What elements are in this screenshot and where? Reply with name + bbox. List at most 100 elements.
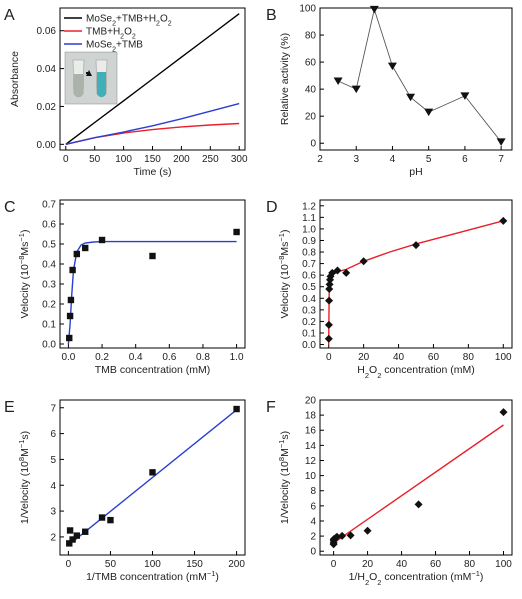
y-tick-label: 0.06 [37,26,57,37]
y-tick-label: 14 [305,441,317,452]
x-tick-label: 150 [186,559,203,570]
y-tick-label: 4 [310,516,316,527]
data-point [66,334,73,342]
data-point [338,531,347,540]
y-tick-label: 100 [299,4,316,15]
data-point [346,531,355,540]
x-axis-label: 1/H2O2 concentration (mM−1) [349,569,484,587]
data-point [363,526,372,535]
x-tick-label: 5 [426,154,432,165]
x-tick-label: 80 [463,352,475,363]
y-tick-label: 0.0 [302,340,316,351]
y-tick-label: 0.6 [302,271,316,282]
series-line [65,102,240,145]
y-tick-label: 40 [305,85,317,96]
x-tick-label: 20 [362,559,374,570]
x-tick-label: 40 [396,559,408,570]
y-tick-label: 0.4 [42,260,56,271]
data-point [325,296,334,305]
panel-a: A 0 50 100 150 200 250 300 0.00 0.02 0.04 0.06 Time … [4,7,248,178]
panel-d: D 0 20 40 60 80 100 0.00.10.20.30.40.50.60.70.8… [266,199,513,380]
y-tick-label: 8 [310,486,316,497]
fit-line [328,220,504,345]
y-tick-label: 1.0 [302,224,316,235]
data-point [324,334,333,343]
y-tick-label: 0.02 [37,102,57,113]
panel-b: B 2 3 4 5 6 7 0 20 40 60 80 100 pH Relative activity (… [266,4,513,178]
data-point [406,93,416,102]
y-axis-label: Relative activity (%) [279,33,291,125]
x-axis-label: H2O2 concentration (mM) [357,364,474,380]
plot-frame [319,399,513,556]
y-axis-label: Absorbance [9,51,21,107]
x-tick-label: 0.2 [95,352,109,363]
x-tick-label: 6 [462,154,468,165]
y-tick-label: 0.3 [302,305,316,316]
plot-frame [319,7,513,151]
data-point [424,108,434,117]
data-point [325,285,334,294]
y-tick-label: 2 [310,532,316,543]
y-tick-label: 0 [310,547,316,558]
y-tick-label: 2 [50,532,56,543]
data-point [414,500,423,509]
y-tick-label: 0.2 [302,317,316,328]
data-point [107,516,114,524]
y-tick-label: 6 [310,501,316,512]
y-tick-label: 0.4 [302,294,316,305]
y-tick-label: 80 [305,31,317,42]
x-tick-label: 50 [105,559,117,570]
y-tick-label: 1.1 [302,213,316,224]
data-point [333,266,342,275]
data-point [82,528,89,535]
y-tick-label: 0.7 [302,259,316,270]
x-tick-label: 100 [144,559,161,570]
series-line [65,13,240,145]
data-point [499,216,508,225]
data-point [332,532,341,541]
x-tick-label: 7 [498,154,504,165]
y-tick-label: 0.7 [42,200,56,211]
y-tick-label: 0.5 [42,240,56,251]
x-tick-label: 150 [144,154,161,165]
y-tick-label: 0.8 [302,248,316,259]
x-tick-label: 0.0 [61,352,75,363]
x-tick-label: 1.0 [230,352,244,363]
data-point [499,408,508,417]
y-tick-label: 0.3 [42,280,56,291]
data-point [98,236,106,244]
data-point [333,77,343,86]
data-point [387,62,397,71]
legend-label: MoSe2+TMB+H2O2 [86,14,172,28]
x-axis-label: 1/TMB concentration (mM−1) [86,569,219,584]
x-tick-label: 100 [495,559,512,570]
y-tick-label: 20 [305,396,317,407]
y-tick-label: 0.00 [37,140,57,151]
data-point [149,469,156,476]
y-tick-label: 6 [50,429,56,440]
x-axis-label: pH [409,166,422,178]
fit-line [67,409,238,546]
y-tick-label: 16 [305,426,317,437]
x-tick-label: 200 [228,559,245,570]
x-tick-label: 20 [358,352,370,363]
panel-letter: B [266,7,277,24]
x-tick-label: 200 [173,154,190,165]
data-point [342,268,351,277]
data-point [66,312,74,320]
panel-c: C 0.0 0.2 0.4 0.6 0.8 1.0 0.0 0.1 0.2 0.3 0.4 0.5 0.6… [4,199,246,376]
y-tick-label: 0.1 [42,320,56,331]
legend-label: MoSe2+TMB [86,40,143,54]
y-tick-label: 10 [305,471,317,482]
x-tick-label: 0.6 [162,352,176,363]
y-tick-label: 0.2 [42,300,56,311]
x-tick-label: 80 [464,559,476,570]
panel-letter: C [4,199,16,216]
y-tick-label: 18 [305,411,317,422]
data-point [66,527,74,534]
x-tick-label: 0 [331,559,337,570]
x-tick-label: 50 [89,154,101,165]
x-tick-label: 2 [317,154,323,165]
